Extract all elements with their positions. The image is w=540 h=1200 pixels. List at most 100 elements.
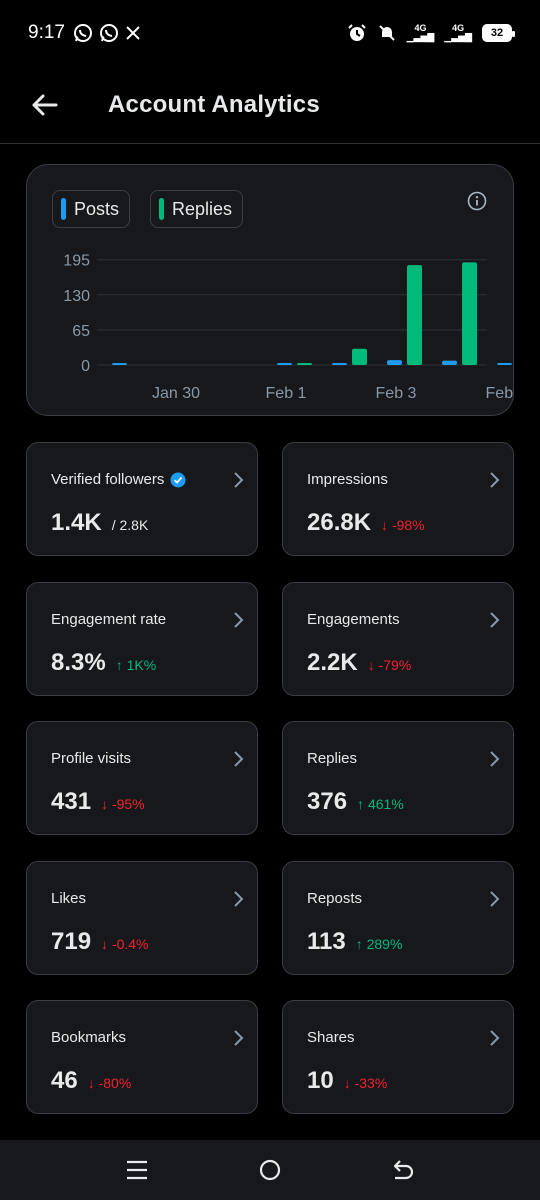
metric-change: ↓ -95%	[101, 796, 145, 812]
arrow-down-icon: ↓	[101, 796, 112, 812]
x-tick-label: Feb 3	[376, 385, 417, 402]
metric-value-row: 113 ↑ 289%	[307, 928, 402, 956]
arrow-down-icon: ↓	[87, 1075, 99, 1091]
legend-swatch-replies	[159, 198, 164, 220]
metric-value: 1.4K	[51, 509, 102, 536]
chevron-right-icon	[490, 1030, 500, 1046]
chevron-right-icon	[234, 612, 244, 628]
status-bar: 9:17 4G ▁▃▅▇ 4G ▁▃▅▇ 32	[0, 0, 540, 66]
metric-value: 46	[51, 1067, 78, 1094]
bar-replies	[352, 348, 367, 365]
metric-card[interactable]: Reposts 113 ↑ 289%	[282, 861, 514, 975]
legend-label-posts: Posts	[74, 198, 120, 219]
metric-label-text: Impressions	[307, 471, 388, 488]
home-button[interactable]	[250, 1150, 290, 1190]
x-tick-label: Feb 1	[266, 385, 307, 402]
signal-4g-icon: 4G ▁▃▅▇	[444, 23, 472, 42]
metric-label-text: Profile visits	[51, 750, 132, 767]
metric-card[interactable]: Likes 719 ↓ -0.4%	[26, 861, 258, 975]
metric-card[interactable]: Bookmarks 46 ↓ -80%	[26, 1000, 258, 1114]
recents-button[interactable]	[117, 1150, 157, 1190]
bar-posts	[112, 363, 127, 365]
metric-value: 2.2K	[307, 649, 358, 676]
metric-label-text: Replies	[307, 750, 358, 767]
app-header: Account Analytics	[0, 66, 540, 144]
metric-change: ↑ 461%	[357, 796, 404, 812]
metric-card[interactable]: Profile visits 431 ↓ -95%	[26, 721, 258, 835]
battery-level: 32	[490, 27, 504, 39]
legend-label-replies: Replies	[172, 198, 233, 219]
x-logo-icon	[126, 26, 140, 40]
bar-replies	[407, 265, 422, 365]
bar-replies	[462, 262, 477, 365]
bar-replies	[297, 363, 312, 365]
metric-value-row: 719 ↓ -0.4%	[51, 928, 149, 956]
metric-value: 113	[307, 928, 346, 955]
metric-label-text: Shares	[307, 1029, 355, 1046]
arrow-down-icon: ↓	[101, 936, 112, 952]
back-button[interactable]	[24, 85, 64, 125]
notification-icons	[73, 23, 141, 43]
bar-posts	[497, 363, 512, 365]
metric-label-text: Bookmarks	[51, 1029, 127, 1046]
metric-value-row: 46 ↓ -80%	[51, 1067, 131, 1095]
metric-label: Engagement rate	[51, 611, 166, 628]
signal-4g-icon: 4G ▁▃▅▇	[406, 23, 435, 42]
metric-label-text: Verified followers	[51, 471, 165, 488]
chart-card: Posts Replies 0 65 130 195 Jan 30 Feb 1 Feb 3 F…	[26, 164, 515, 416]
metric-card[interactable]: Engagement rate 8.3% ↑ 1K%	[26, 582, 258, 696]
bar-posts	[387, 360, 402, 365]
chevron-right-icon	[490, 751, 500, 767]
metric-value: 10	[307, 1067, 334, 1094]
metric-card[interactable]: Replies 376 ↑ 461%	[282, 721, 514, 835]
info-icon[interactable]	[467, 191, 487, 211]
legend-posts[interactable]: Posts	[52, 190, 131, 228]
recents-icon	[126, 1160, 147, 1180]
metric-change-value: -80%	[98, 1075, 132, 1091]
metric-change-value: 1K%	[126, 657, 157, 673]
x-tick-label: Feb 5	[486, 385, 515, 402]
chevron-right-icon	[234, 751, 244, 767]
chevron-right-icon	[234, 1030, 244, 1046]
metric-label-text: Likes	[51, 890, 87, 907]
y-tick-label: 130	[63, 288, 90, 305]
metric-value-row: 10 ↓ -33%	[307, 1067, 387, 1095]
metric-change: ↓ -33%	[344, 1075, 388, 1091]
whatsapp-icon	[73, 24, 92, 42]
metric-label: Bookmarks	[51, 1029, 126, 1046]
arrow-up-icon: ↑	[115, 657, 127, 673]
legend-replies[interactable]: Replies	[150, 190, 244, 228]
metric-value: 431	[51, 788, 92, 815]
arrow-down-icon: ↓	[343, 1075, 355, 1091]
metric-card[interactable]: Shares 10 ↓ -33%	[282, 1000, 514, 1114]
metric-label-text: Engagement rate	[51, 611, 167, 628]
bar-chart: 0 65 130 195 Jan 30 Feb 1 Feb 3 Feb 5	[63, 253, 515, 402]
metric-card[interactable]: Engagements 2.2K ↓ -79%	[282, 582, 514, 696]
metric-value-row: 2.2K ↓ -79%	[307, 649, 411, 677]
metric-label: Reposts	[307, 890, 362, 907]
system-icons: 4G ▁▃▅▇ 4G ▁▃▅▇ 32	[347, 23, 515, 43]
metric-total: / 2.8K	[111, 517, 149, 533]
metric-card[interactable]: Verified followers 1.4K / 2.8K	[26, 442, 258, 556]
metric-card[interactable]: Impressions 26.8K ↓ -98%	[282, 442, 514, 556]
system-nav-bar	[0, 1140, 540, 1200]
y-tick-label: 0	[81, 358, 90, 375]
metric-value-row: 376 ↑ 461%	[307, 788, 404, 816]
metric-value-row: 431 ↓ -95%	[51, 788, 145, 816]
bar-posts	[442, 360, 457, 365]
bar-posts	[332, 363, 347, 365]
metric-change: ↓ -79%	[368, 657, 412, 673]
page-title: Account Analytics	[108, 90, 320, 118]
metric-value: 26.8K	[307, 509, 372, 536]
chevron-right-icon	[234, 472, 244, 488]
y-tick-label: 195	[63, 253, 90, 270]
metric-label: Replies	[307, 750, 357, 767]
metric-change-value: 461%	[367, 796, 404, 812]
status-time: 9:17	[28, 22, 65, 43]
back-nav-button[interactable]	[383, 1150, 423, 1190]
metric-change-value: -79%	[378, 657, 412, 673]
metric-label: Verified followers	[51, 471, 186, 488]
chevron-right-icon	[234, 891, 244, 907]
metric-change-value: -33%	[354, 1075, 388, 1091]
metric-change-value: 289%	[366, 936, 403, 952]
